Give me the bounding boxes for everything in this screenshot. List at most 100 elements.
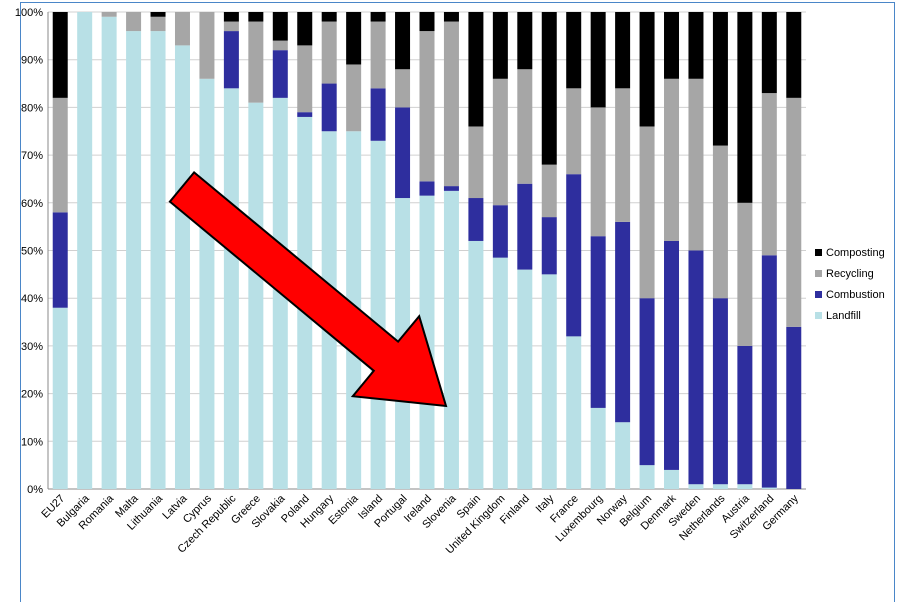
bar-segment-landfill [443, 190, 459, 489]
bar-segment-composting [688, 12, 704, 79]
bar-segment-combustion [761, 255, 777, 488]
bar-segment-landfill [517, 269, 533, 489]
bar-segment-recycling [761, 93, 777, 256]
bar-segment-recycling [419, 31, 435, 182]
bar-segment-combustion [395, 107, 411, 199]
bar-segment-landfill [370, 140, 386, 490]
bar-segment-landfill [761, 487, 777, 489]
bar-segment-recycling [468, 126, 484, 199]
y-tick-label: 80% [21, 102, 43, 114]
y-tick-label: 60% [21, 198, 43, 210]
bar-segment-combustion [272, 50, 288, 98]
bar-segment-landfill [77, 12, 93, 489]
y-tick-label: 50% [21, 246, 43, 258]
bar-segment-recycling [395, 69, 411, 108]
bar-segment-recycling [712, 145, 728, 299]
bar-segment-composting [346, 12, 362, 65]
bar-segment-landfill [248, 102, 264, 489]
bar-segment-composting [761, 12, 777, 94]
y-tick-label: 90% [21, 55, 43, 67]
bar-segment-landfill [737, 484, 753, 489]
bar-segment-combustion [223, 31, 239, 89]
bar-segment-composting [297, 12, 313, 46]
bar-segment-composting [664, 12, 680, 79]
bar-segment-composting [541, 12, 557, 165]
bar-segment-combustion [321, 83, 337, 132]
bar-segment-recycling [272, 40, 288, 51]
bar-segment-composting [517, 12, 533, 70]
bar-segment-composting [321, 12, 337, 22]
y-tick-label: 100% [15, 7, 43, 19]
bar-segment-composting [590, 12, 606, 108]
bar-segment-landfill [223, 88, 239, 489]
bar-segment-landfill [541, 274, 557, 489]
bar-segment-recycling [664, 78, 680, 241]
bar-segment-recycling [615, 88, 631, 222]
legend-label: Recycling [826, 268, 874, 280]
bar-segment-composting [370, 12, 386, 22]
arrow-icon [168, 170, 448, 408]
bar-segment-landfill [126, 31, 142, 490]
bar-segment-composting [492, 12, 508, 79]
bar-segment-landfill [688, 484, 704, 489]
bar-segment-composting [272, 12, 288, 41]
bar-segment-composting [737, 12, 753, 203]
bar-segment-landfill [174, 45, 190, 489]
bar-segment-landfill [101, 16, 117, 490]
bar-segment-composting [223, 12, 239, 22]
bar-segment-composting [468, 12, 484, 127]
bar-segment-combustion [468, 198, 484, 241]
bar-segment-combustion [443, 186, 459, 191]
y-tick-label: 10% [21, 436, 43, 448]
bar-segment-recycling [370, 21, 386, 89]
y-tick-label: 20% [21, 389, 43, 401]
legend-label: Landfill [826, 310, 861, 322]
bar-segment-composting [566, 12, 582, 89]
stacked-bar-chart: 0% 10% 20% 30% 40% 50% 60% 70% 80% 90% 100% EU27Bu… [15, 7, 885, 556]
bar-segment-combustion [639, 298, 655, 466]
bar-segment-recycling [639, 126, 655, 299]
bar-segment-combustion [590, 236, 606, 408]
bar-segment-recycling [786, 97, 802, 327]
bar-segment-landfill [492, 257, 508, 489]
bar-segment-composting [419, 12, 435, 32]
bar-segment-recycling [174, 12, 190, 46]
bar-segment-landfill [712, 484, 728, 489]
bars [52, 12, 802, 490]
bar-segment-recycling [346, 64, 362, 132]
y-axis-ticks: 0% 10% 20% 30% 40% 50% 60% 70% 80% 90% 100% [15, 7, 43, 496]
bar-segment-composting [639, 12, 655, 127]
bar-segment-composting [615, 12, 631, 89]
bar-segment-combustion [541, 217, 557, 275]
bar-segment-combustion [664, 240, 680, 470]
legend-swatch [815, 312, 822, 319]
bar-segment-composting [786, 12, 802, 98]
red-arrow-annotation [168, 170, 448, 408]
bar-segment-recycling [566, 88, 582, 175]
bar-segment-recycling [541, 164, 557, 218]
bar-segment-composting [248, 12, 264, 22]
bar-segment-combustion [615, 221, 631, 423]
x-axis-ticks: EU27BulgariaRomaniaMaltaLithuaniaLatviaC… [39, 492, 801, 556]
bar-segment-recycling [492, 78, 508, 206]
legend-label: Composting [826, 247, 885, 259]
bar-segment-combustion [492, 205, 508, 258]
legend-swatch [815, 291, 822, 298]
legend-swatch [815, 249, 822, 256]
bar-segment-combustion [370, 88, 386, 141]
bar-segment-composting [52, 12, 68, 98]
bar-segment-recycling [52, 97, 68, 213]
bar-segment-combustion [688, 250, 704, 485]
bar-segment-recycling [517, 69, 533, 184]
legend-swatch [815, 270, 822, 277]
y-tick-label: 30% [21, 341, 43, 353]
bar-segment-composting [443, 12, 459, 22]
bar-segment-recycling [297, 45, 313, 113]
bar-segment-landfill [52, 307, 68, 489]
bar-segment-landfill [639, 465, 655, 489]
bar-segment-composting [150, 12, 166, 17]
bar-segment-combustion [737, 345, 753, 485]
bar-segment-landfill [664, 469, 680, 489]
bar-segment-recycling [248, 21, 264, 103]
bar-segment-recycling [443, 21, 459, 187]
